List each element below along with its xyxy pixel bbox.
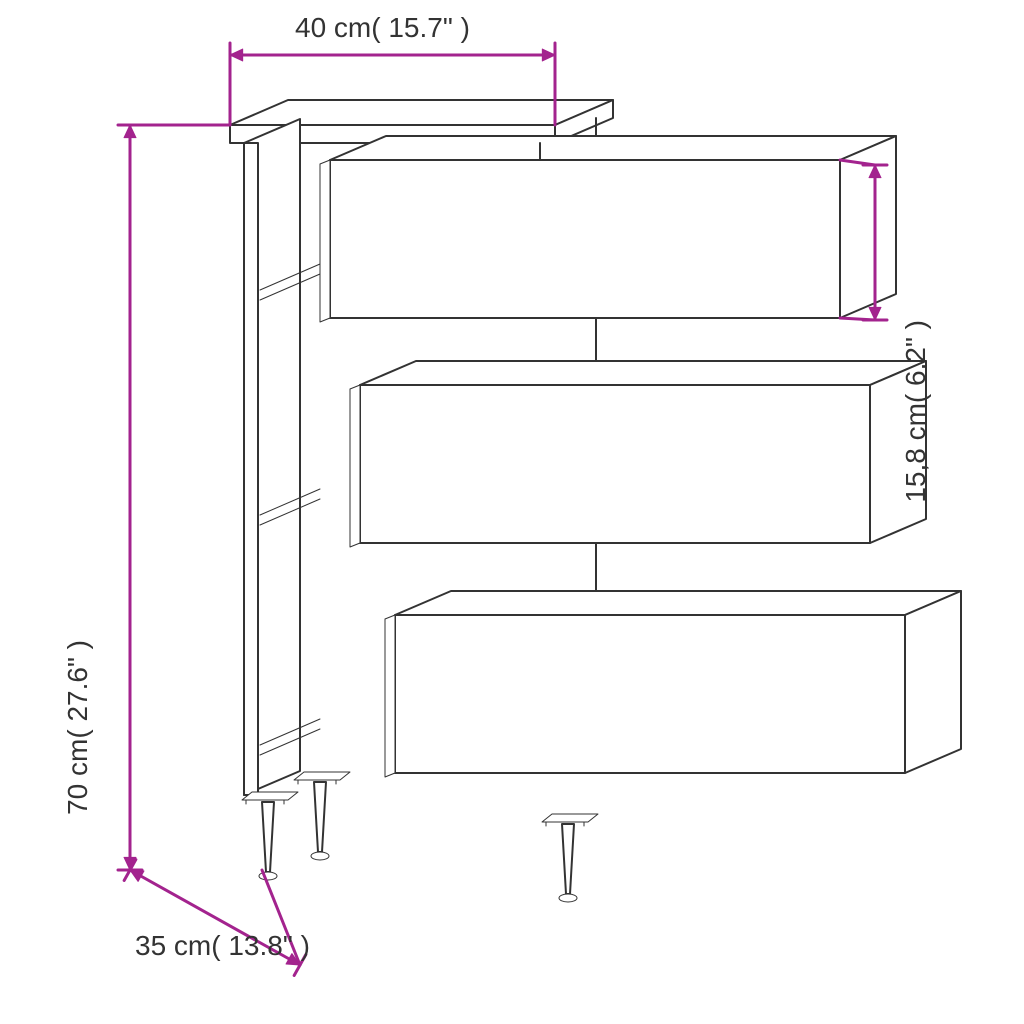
label-width: 40 cm( 15.7" ) bbox=[295, 12, 470, 44]
label-drawer: 15,8 cm( 6.2" ) bbox=[900, 320, 932, 503]
label-depth: 35 cm( 13.8" ) bbox=[135, 930, 310, 962]
label-height: 70 cm( 27.6" ) bbox=[62, 640, 94, 815]
